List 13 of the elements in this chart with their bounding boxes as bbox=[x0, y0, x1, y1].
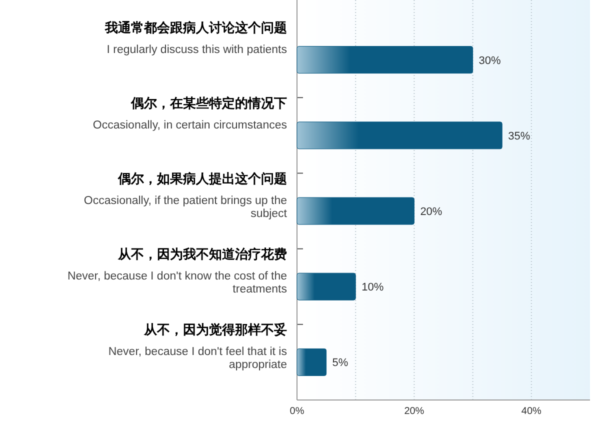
y-tick-label: 我通常都会跟病人讨论这个问题 I regularly discuss this with patients bbox=[104, 20, 288, 56]
x-tick-label: 20% bbox=[404, 406, 424, 417]
data-label: 20% bbox=[420, 206, 442, 218]
y-tick-label: 从不，因为我不知道治疗花费 Never, because I don't know the cost of the treatments bbox=[67, 246, 288, 296]
data-label: 10% bbox=[362, 282, 384, 294]
data-label: 35% bbox=[508, 130, 530, 142]
x-tick-label: 0% bbox=[290, 406, 304, 417]
y-tick-label: 从不，因为觉得那样不妥 Never, because I don't feel that it is appropriate bbox=[108, 322, 288, 372]
data-label: 5% bbox=[332, 357, 348, 370]
y-tick-label: 偶尔，在某些特定的情况下 Occasionally, in certain circumstances bbox=[92, 95, 288, 132]
x-tick-label: 40% bbox=[521, 406, 542, 417]
data-label: 30% bbox=[478, 54, 502, 67]
y-tick-label: 偶尔，如果病人提出这个问题 Occasionally, if the patient brings up the subject bbox=[84, 171, 288, 220]
